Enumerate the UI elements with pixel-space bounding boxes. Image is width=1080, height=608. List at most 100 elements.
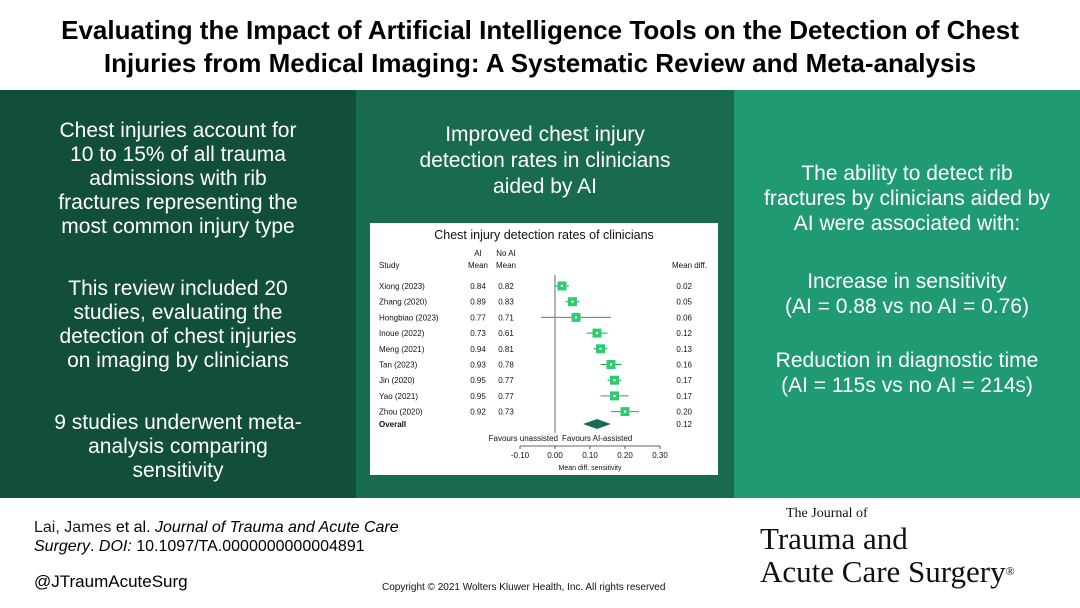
ai-mean-value: 0.95 (470, 392, 486, 401)
ai-mean-value: 0.89 (470, 298, 486, 307)
mean-diff-value: 0.16 (676, 361, 692, 370)
text-line: (AI = 0.88 vs no AI = 0.76) (785, 295, 1029, 318)
ai-mean-value: 0.93 (470, 361, 486, 370)
ai-mean-value: 0.92 (470, 408, 486, 417)
study-name: Jin (2020) (379, 376, 415, 385)
study-name: Tan (2023) (379, 361, 418, 370)
column-noai-top: No AI (496, 249, 516, 258)
page-title: Evaluating the Impact of Artificial Inte… (0, 14, 1080, 80)
column-diff: Mean diff. (672, 261, 707, 270)
mean-diff-value: 0.06 (676, 313, 692, 322)
noai-mean-value: 0.82 (498, 282, 514, 291)
column-ai-top: AI (474, 249, 482, 258)
text-line: Reduction in diagnostic time (775, 349, 1039, 372)
title-line-1: Evaluating the Impact of Artificial Inte… (61, 15, 1019, 45)
text-line: aided by AI (493, 175, 597, 198)
study-name: Zhang (2020) (379, 298, 427, 307)
findings-intro: The ability to detect rib fractures by c… (748, 161, 1066, 236)
panel-background: Chest injuries account for 10 to 15% of … (0, 90, 356, 498)
effect-marker-dot (571, 300, 574, 303)
effect-marker-dot (574, 316, 578, 319)
noai-mean-value: 0.83 (498, 298, 514, 307)
text-line: most common injury type (61, 215, 295, 238)
findings-sensitivity: Increase in sensitivity (AI = 0.88 vs no… (748, 269, 1066, 319)
text-line: 10 to 15% of all trauma (70, 143, 286, 166)
forest-plot: Chest injury detection rates of clinicia… (370, 223, 718, 475)
text-line: sensitivity (132, 459, 224, 482)
overall-label: Overall (379, 420, 406, 429)
text-line: Increase in sensitivity (807, 270, 1007, 293)
ai-mean-value: 0.84 (470, 282, 486, 291)
noai-mean-value: 0.73 (498, 408, 514, 417)
effect-marker-dot (595, 331, 599, 335)
effect-marker-dot (599, 347, 602, 350)
effect-marker-dot (623, 410, 627, 413)
column-ai-bottom: Mean (468, 261, 488, 270)
citation: Lai, James et al. Journal of Trauma and … (34, 519, 399, 555)
citation-etal: et al. (111, 519, 155, 536)
x-axis-label: Mean diff. sensitivity (559, 465, 622, 472)
text-line: (AI = 115s vs no AI = 214s) (781, 374, 1033, 397)
text-line: on imaging by clinicians (67, 349, 289, 372)
effect-marker-dot (613, 394, 616, 398)
study-name: Xiong (2023) (379, 282, 425, 291)
overall-diff: 0.12 (676, 420, 692, 429)
background-paragraph-1: Chest injuries account for 10 to 15% of … (30, 119, 326, 239)
ai-mean-value: 0.95 (470, 376, 486, 385)
column-study: Study (379, 261, 399, 270)
text-line: admissions with rib (89, 167, 267, 190)
forest-plot-svg: Chest injury detection rates of clinicia… (379, 228, 707, 472)
text-line: detection rates in clinicians (419, 149, 671, 172)
noai-mean-value: 0.77 (498, 376, 514, 385)
journal-logo-line-2: Acute Care Surgery® (760, 555, 1070, 588)
twitter-handle[interactable]: @JTraumAcuteSurg (34, 572, 188, 591)
text-line: The ability to detect rib (801, 162, 1013, 185)
ai-mean-value: 0.94 (470, 345, 486, 354)
mean-diff-value: 0.20 (676, 408, 692, 417)
text-line: Chest injuries account for (59, 119, 297, 142)
mean-diff-value: 0.12 (676, 329, 692, 338)
citation-journal-2: Surgery (34, 538, 91, 555)
background-paragraph-3: 9 studies underwent meta- analysis compa… (30, 411, 326, 483)
citation-doi-label: DOI: (98, 538, 132, 555)
favours-unassisted-label: Favours unassisted (489, 434, 558, 443)
text-line: This review included 20 (68, 277, 288, 300)
ai-mean-value: 0.77 (470, 313, 486, 322)
noai-mean-value: 0.81 (498, 345, 514, 354)
x-tick-label: 0.10 (582, 451, 598, 460)
results-heading: Improved chest injury detection rates in… (386, 122, 704, 200)
findings-time: Reduction in diagnostic time (AI = 115s … (748, 348, 1066, 398)
x-tick-label: 0.00 (547, 451, 563, 460)
journal-logo-line-1: Trauma and (760, 521, 908, 556)
column-noai-bottom: Mean (496, 261, 516, 270)
chart-title: Chest injury detection rates of clinicia… (434, 228, 654, 242)
noai-mean-value: 0.78 (498, 361, 514, 370)
text-line: AI were associated with: (793, 212, 1021, 235)
study-name: Zhou (2020) (379, 408, 423, 417)
mean-diff-value: 0.17 (676, 392, 692, 401)
study-name: Hongbiao (2023) (379, 313, 439, 322)
title-line-2: Injuries from Medical Imaging: A Systema… (103, 48, 977, 78)
noai-mean-value: 0.61 (498, 329, 514, 338)
favours-ai-label: Favours AI-assisted (562, 434, 632, 443)
mean-diff-value: 0.05 (676, 298, 692, 307)
citation-doi[interactable]: 10.1097/TA.0000000000004891 (131, 538, 365, 555)
ai-mean-value: 0.73 (470, 329, 486, 338)
x-tick-label: -0.10 (511, 451, 530, 460)
mean-diff-value: 0.02 (676, 282, 692, 291)
text-line: fractures representing the (58, 191, 298, 214)
background-paragraph-2: This review included 20 studies, evaluat… (30, 277, 326, 373)
text-line: detection of chest injuries (59, 325, 297, 348)
citation-author: Lai, James (34, 519, 112, 536)
text-line: Improved chest injury (445, 123, 645, 146)
journal-logo-line-2-text: Acute Care Surgery (760, 554, 1006, 589)
registered-mark: ® (1005, 564, 1015, 578)
x-tick-label: 0.30 (652, 451, 668, 460)
study-name: Meng (2021) (379, 345, 425, 354)
journal-logo-small: The Journal of (786, 506, 868, 521)
overall-diamond (583, 419, 611, 429)
effect-marker-dot (609, 363, 613, 366)
citation-journal: Journal of Trauma and Acute Care (154, 519, 399, 536)
study-name: Yao (2021) (379, 392, 418, 401)
copyright-notice: Copyright © 2021 Wolters Kluwer Health, … (382, 582, 666, 593)
